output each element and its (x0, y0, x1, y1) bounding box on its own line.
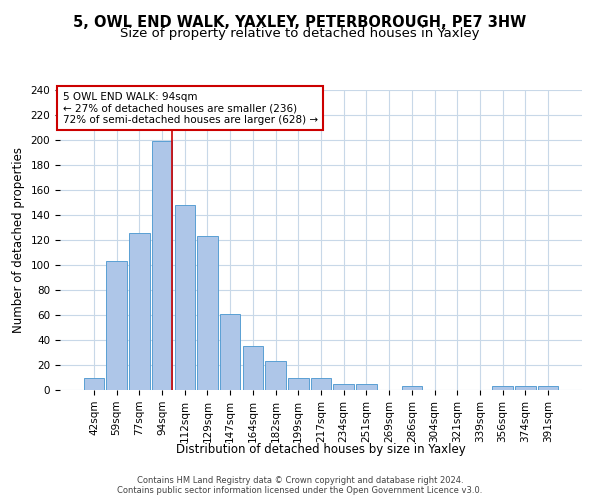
Bar (493, 386, 513, 390)
Text: 5, OWL END WALK, YAXLEY, PETERBOROUGH, PE7 3HW: 5, OWL END WALK, YAXLEY, PETERBOROUGH, P… (73, 15, 527, 30)
Bar (356, 384, 377, 390)
Bar (175, 205, 195, 390)
Text: 5 OWL END WALK: 94sqm
← 27% of detached houses are smaller (236)
72% of semi-det: 5 OWL END WALK: 94sqm ← 27% of detached … (62, 92, 318, 124)
Bar (220, 314, 241, 390)
Bar (84, 378, 104, 390)
Bar (242, 346, 263, 390)
Bar (334, 384, 354, 390)
Y-axis label: Number of detached properties: Number of detached properties (12, 147, 25, 333)
Bar (265, 361, 286, 390)
Text: Distribution of detached houses by size in Yaxley: Distribution of detached houses by size … (176, 442, 466, 456)
Text: Size of property relative to detached houses in Yaxley: Size of property relative to detached ho… (120, 28, 480, 40)
Bar (197, 236, 218, 390)
Bar (538, 386, 558, 390)
Bar (311, 378, 331, 390)
Bar (129, 232, 149, 390)
Bar (288, 378, 308, 390)
Bar (106, 261, 127, 390)
Bar (152, 141, 172, 390)
Bar (515, 386, 536, 390)
Bar (401, 386, 422, 390)
Text: Contains HM Land Registry data © Crown copyright and database right 2024.
Contai: Contains HM Land Registry data © Crown c… (118, 476, 482, 495)
